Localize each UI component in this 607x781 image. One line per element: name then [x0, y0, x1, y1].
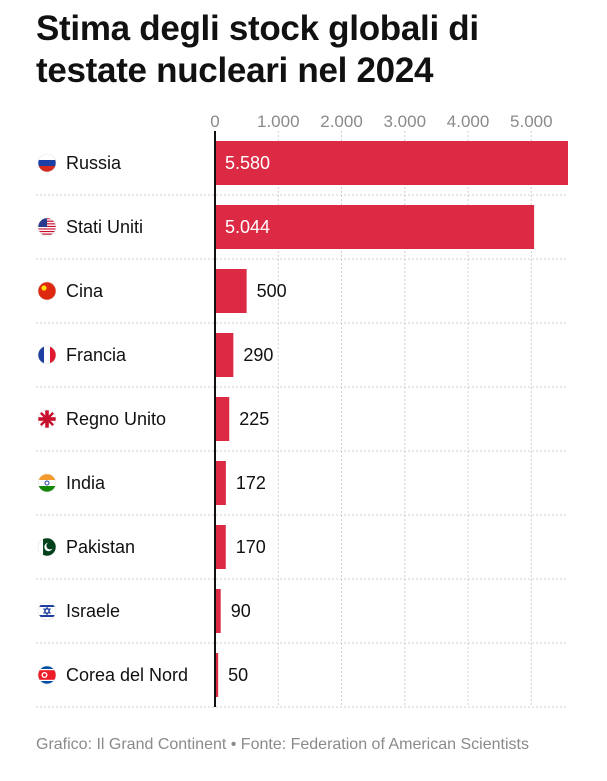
- bar-row: Stati Uniti 5.044: [36, 205, 568, 260]
- chart-rows: Russia 5.580 Stati Uniti 5.044 Cina 500 Franci…: [36, 141, 568, 708]
- category-label: Russia: [66, 153, 122, 173]
- x-tick-label: 3.000: [384, 112, 427, 131]
- category-label: Francia: [66, 345, 127, 365]
- bar-row: India 172: [36, 461, 568, 516]
- pakistan-flag-icon: [37, 537, 57, 557]
- bar: [215, 397, 230, 441]
- category-label: Regno Unito: [66, 409, 166, 429]
- bar-row: Israele 90: [36, 589, 568, 644]
- russia-flag-icon: [37, 153, 57, 173]
- value-label: 90: [231, 601, 251, 621]
- bar: [215, 269, 247, 313]
- israel-flag-icon: [37, 601, 57, 621]
- value-label: 290: [243, 345, 273, 365]
- china-flag-icon: [37, 281, 57, 301]
- bar-row: Regno Unito 225: [36, 397, 568, 452]
- bar: [215, 141, 568, 185]
- category-label: Corea del Nord: [66, 665, 188, 685]
- category-label: Cina: [66, 281, 104, 301]
- category-label: Pakistan: [66, 537, 135, 557]
- x-tick-label: 1.000: [257, 112, 300, 131]
- bar-row: Corea del Nord 50: [36, 653, 568, 708]
- bar: [215, 333, 234, 377]
- chart-title: Stima degli stock globali di testate nuc…: [36, 9, 479, 90]
- value-label: 170: [236, 537, 266, 557]
- x-axis-ticks: 0 1.000 2.000 3.000 4.000 5.000: [210, 112, 552, 131]
- category-label: Israele: [66, 601, 120, 621]
- bar: [215, 589, 221, 633]
- bar: [215, 525, 226, 569]
- category-label: Stati Uniti: [66, 217, 143, 237]
- france-flag-icon: [37, 345, 57, 365]
- value-label: 50: [228, 665, 248, 685]
- value-label: 500: [257, 281, 287, 301]
- north-korea-flag-icon: [37, 665, 57, 685]
- bar-row: Cina 500: [36, 269, 568, 324]
- value-label: 5.044: [225, 217, 270, 237]
- bar: [215, 205, 535, 249]
- x-tick-label: 0: [210, 112, 219, 131]
- bar: [215, 461, 226, 505]
- bar-row: Pakistan 170: [36, 525, 568, 580]
- value-label: 225: [239, 409, 269, 429]
- usa-flag-icon: [37, 217, 57, 237]
- bar-row: Russia 5.580: [36, 141, 568, 196]
- x-tick-label: 2.000: [320, 112, 363, 131]
- x-tick-label: 5.000: [510, 112, 553, 131]
- chart-source: Grafico: Il Grand Continent • Fonte: Fed…: [36, 736, 529, 753]
- x-tick-label: 4.000: [447, 112, 490, 131]
- bar-row: Francia 290: [36, 333, 568, 388]
- value-label: 172: [236, 473, 266, 493]
- bar: [215, 653, 219, 697]
- uk-flag-icon: [37, 409, 57, 429]
- category-label: India: [66, 473, 106, 493]
- india-flag-icon: [37, 473, 57, 493]
- value-label: 5.580: [225, 153, 270, 173]
